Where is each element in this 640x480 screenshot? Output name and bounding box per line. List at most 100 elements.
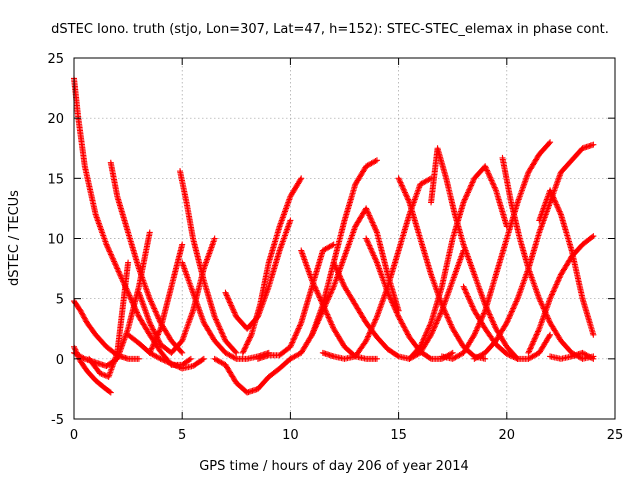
data-point: [479, 313, 486, 320]
data-point: [529, 339, 536, 346]
data-point: [533, 332, 540, 339]
data-point: [369, 249, 376, 256]
data-point: [309, 277, 316, 284]
data-point: [391, 303, 398, 310]
data-point: [228, 302, 235, 309]
data-point: [106, 388, 113, 395]
data-point: [318, 298, 325, 305]
data-point: [294, 328, 301, 335]
data-point: [296, 322, 303, 329]
data-point: [218, 329, 225, 336]
series-23: [428, 145, 521, 362]
data-point: [422, 332, 429, 339]
data-point: [464, 190, 471, 197]
data-point: [316, 316, 323, 323]
data-point: [151, 329, 158, 336]
data-point: [485, 170, 492, 177]
data-point: [155, 331, 162, 338]
data-point: [176, 364, 183, 371]
data-point: [317, 296, 324, 303]
data-point: [148, 345, 155, 352]
data-point: [526, 348, 533, 355]
data-point: [389, 300, 396, 307]
data-point: [310, 327, 317, 334]
data-point: [492, 185, 499, 192]
data-point: [298, 175, 305, 182]
series-1: [71, 343, 114, 396]
data-point: [335, 269, 342, 276]
data-point: [466, 297, 473, 304]
data-point: [319, 309, 326, 316]
data-point: [403, 192, 410, 199]
data-point: [331, 262, 338, 269]
data-point: [482, 355, 489, 362]
data-point: [471, 330, 478, 337]
data-point: [402, 327, 409, 334]
data-point: [217, 326, 224, 333]
data-point: [484, 168, 491, 175]
data-point: [317, 311, 324, 318]
data-point: [373, 228, 380, 235]
data-point: [509, 306, 516, 313]
data-point: [316, 314, 323, 321]
data-point: [106, 247, 113, 254]
data-point: [550, 287, 557, 294]
data-point: [372, 256, 379, 263]
data-point: [546, 140, 553, 147]
data-point: [434, 317, 441, 324]
data-point: [78, 309, 85, 316]
data-point: [545, 315, 552, 322]
data-point: [324, 311, 331, 318]
data-point: [293, 329, 300, 336]
data-point: [438, 301, 445, 308]
data-point: [548, 291, 555, 298]
data-point: [127, 295, 134, 302]
data-point: [243, 341, 250, 348]
data-point: [148, 322, 155, 329]
data-point: [223, 291, 230, 298]
data-point: [403, 193, 410, 200]
data-point: [232, 348, 239, 355]
data-point: [467, 183, 474, 190]
data-point: [372, 158, 379, 165]
data-point: [325, 294, 332, 301]
data-point: [506, 352, 513, 359]
data-point: [391, 305, 398, 312]
data-point: [480, 311, 487, 318]
series-18: [319, 175, 435, 362]
data-point: [463, 192, 470, 199]
data-point: [487, 176, 494, 183]
data-point: [420, 336, 427, 343]
axis-ticks: 0 5 10 15 20 25 -5 0 5 10 15 20 25: [47, 52, 623, 443]
data-point: [460, 199, 467, 206]
data-point: [532, 334, 539, 341]
data-point: [431, 324, 438, 331]
data-point: [437, 310, 444, 317]
data-point: [510, 354, 517, 361]
data-point: [487, 313, 494, 320]
data-point: [337, 273, 344, 280]
data-point: [116, 269, 123, 276]
data-point: [446, 318, 453, 325]
data-point: [419, 339, 426, 346]
series-29: [536, 187, 597, 338]
data-point: [470, 304, 477, 311]
data-point: [513, 355, 520, 362]
data-point: [463, 289, 470, 296]
data-point: [104, 244, 111, 251]
data-point: [319, 307, 326, 314]
data-point: [230, 306, 237, 313]
data-point: [153, 335, 160, 342]
data-point: [424, 328, 431, 335]
data-point: [226, 299, 233, 306]
data-point: [326, 315, 333, 322]
data-point: [328, 289, 335, 296]
data-point: [366, 212, 373, 219]
data-point: [505, 351, 512, 358]
data-point: [365, 333, 372, 340]
data-point: [80, 355, 87, 362]
data-point: [135, 312, 142, 319]
data-point: [363, 236, 370, 243]
data-point: [506, 314, 513, 321]
data-point: [327, 290, 334, 297]
